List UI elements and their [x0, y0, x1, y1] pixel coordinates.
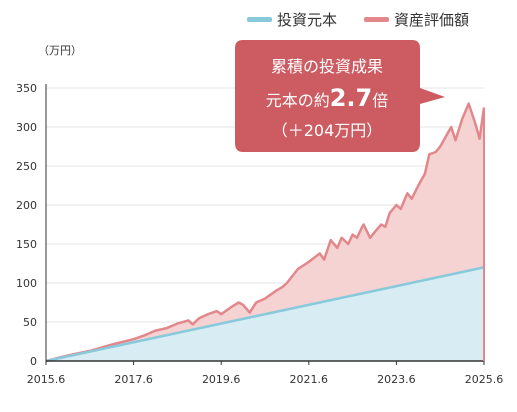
y-axis-unit-label: （万円） — [38, 44, 82, 57]
callout-ratio: 元本の約2.7倍 — [266, 84, 389, 112]
y-tick-label: 300 — [16, 121, 37, 134]
callout-bubble — [235, 40, 445, 152]
x-tick-label: 2015.6 — [27, 373, 66, 386]
legend-swatch-asset-value — [364, 17, 389, 22]
y-tick-label: 200 — [16, 199, 37, 212]
y-tick-label: 150 — [16, 238, 37, 251]
principal-line — [45, 266, 485, 363]
legend-label-asset-value: 資産評価額 — [394, 11, 469, 29]
x-tick-label: 2025.6 — [465, 373, 504, 386]
y-tick-label: 350 — [16, 82, 37, 95]
callout-gain: （＋204万円） — [272, 121, 383, 140]
legend: 投資元本 資産評価額 — [247, 11, 469, 29]
x-tick-label: 2023.6 — [377, 373, 416, 386]
x-tick-label: 2019.6 — [202, 373, 241, 386]
y-tick-label: 50 — [23, 316, 37, 329]
y-tick-label: 100 — [16, 277, 37, 290]
axes — [45, 84, 485, 365]
legend-swatch-principal — [247, 17, 272, 22]
callout-title: 累積の投資成果 — [271, 57, 383, 76]
legend-label-principal: 投資元本 — [277, 11, 337, 29]
tick-labels: 0 50 100 150 200 250 300 350 2015.6 2017.6 2019.6 2… — [16, 82, 503, 386]
y-tick-label: 0 — [30, 355, 37, 368]
x-tick-label: 2021.6 — [290, 373, 329, 386]
callout: 累積の投資成果 元本の約2.7倍 （＋204万円） — [235, 40, 445, 152]
y-tick-label: 250 — [16, 160, 37, 173]
asset-value-line — [45, 102, 486, 363]
x-tick-label: 2017.6 — [114, 373, 153, 386]
